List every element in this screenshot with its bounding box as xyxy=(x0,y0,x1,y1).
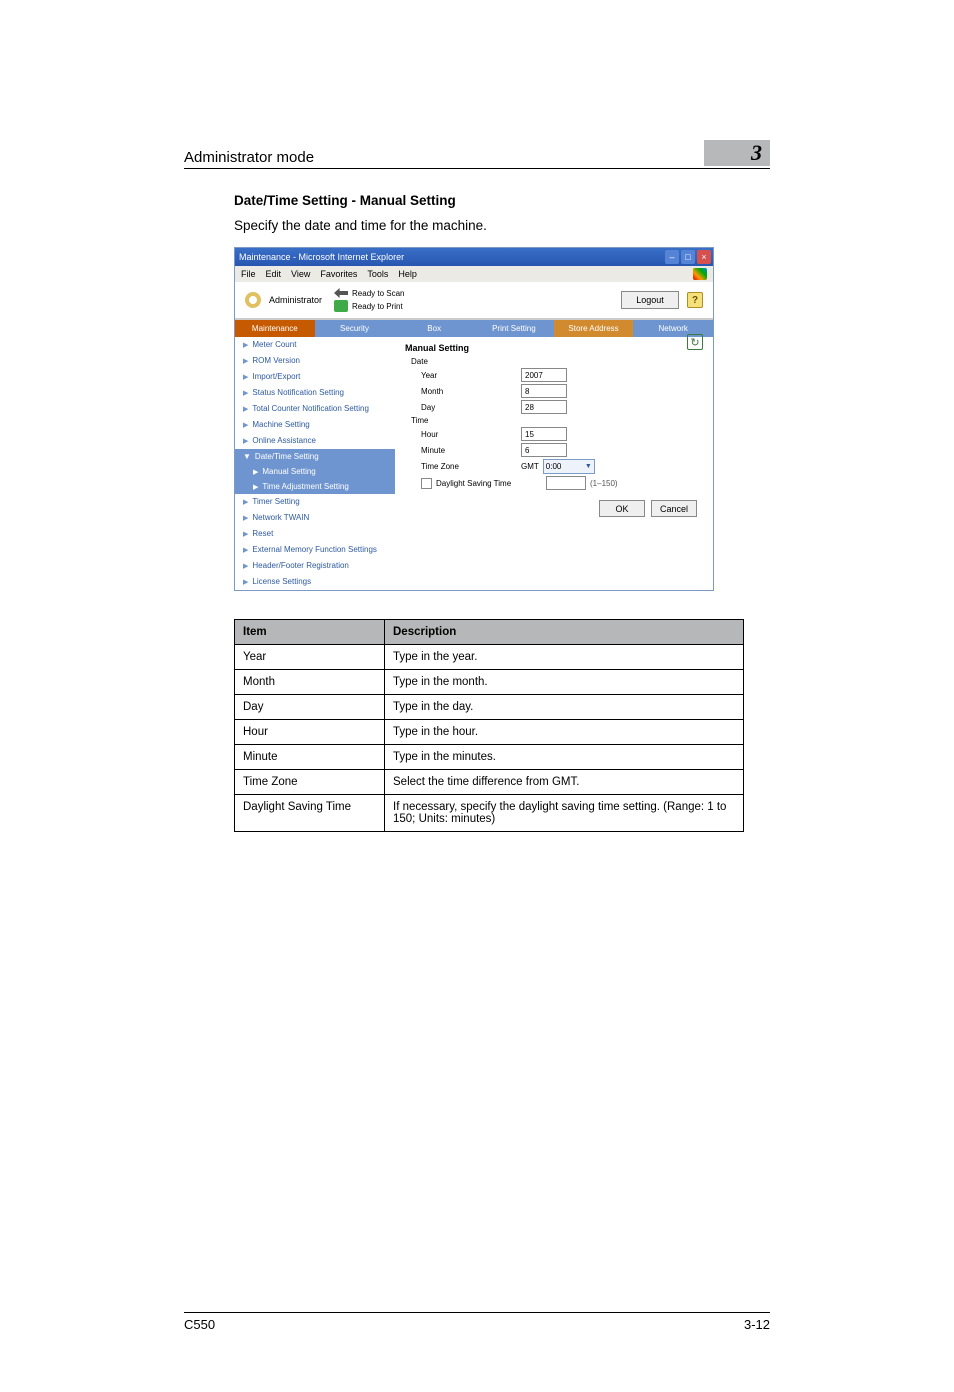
menu-file[interactable]: File xyxy=(241,269,256,279)
status-scan: Ready to Scan xyxy=(352,289,404,298)
menu-edit[interactable]: Edit xyxy=(266,269,282,279)
gmt-prefix: GMT xyxy=(521,462,539,471)
menu-tools[interactable]: Tools xyxy=(367,269,388,279)
dst-input[interactable] xyxy=(546,476,586,490)
table-header-item: Item xyxy=(235,620,385,645)
tab-row: Maintenance Security Box Print Setting S… xyxy=(235,319,713,337)
admin-icon xyxy=(245,292,261,308)
menubar: File Edit View Favorites Tools Help xyxy=(235,266,713,282)
close-icon[interactable]: × xyxy=(697,250,711,264)
dst-label: Daylight Saving Time xyxy=(436,479,546,488)
menu-favorites[interactable]: Favorites xyxy=(320,269,357,279)
hour-label: Hour xyxy=(421,430,521,439)
tab-security[interactable]: Security xyxy=(315,320,395,337)
maximize-icon[interactable]: □ xyxy=(681,250,695,264)
minimize-icon[interactable]: – xyxy=(665,250,679,264)
page-footer: C550 3-12 xyxy=(184,1312,770,1332)
status-print: Ready to Print xyxy=(352,302,403,311)
day-input[interactable]: 28 xyxy=(521,400,567,414)
window-title: Maintenance - Microsoft Internet Explore… xyxy=(239,252,404,262)
page-header: Administrator mode 3 xyxy=(184,140,770,169)
cancel-button[interactable]: Cancel xyxy=(651,500,697,517)
minute-label: Minute xyxy=(421,446,521,455)
sidebar-item-twain[interactable]: ▶Network TWAIN xyxy=(235,510,395,526)
print-icon xyxy=(334,300,348,312)
timezone-label: Time Zone xyxy=(421,462,521,471)
tab-store-address[interactable]: Store Address xyxy=(554,320,634,337)
sidebar: ▶Meter Count ▶ROM Version ▶Import/Export… xyxy=(235,337,395,590)
sidebar-item-reset[interactable]: ▶Reset xyxy=(235,526,395,542)
month-label: Month xyxy=(421,387,521,396)
window-titlebar: Maintenance - Microsoft Internet Explore… xyxy=(235,248,713,266)
table-row: MonthType in the month. xyxy=(235,670,744,695)
ie-flag-icon xyxy=(693,268,707,280)
admin-label: Administrator xyxy=(269,295,322,305)
sidebar-item-meter[interactable]: ▶Meter Count xyxy=(235,337,395,353)
table-row: MinuteType in the minutes. xyxy=(235,745,744,770)
ok-button[interactable]: OK xyxy=(599,500,645,517)
minute-input[interactable]: 6 xyxy=(521,443,567,457)
header-title: Administrator mode xyxy=(184,149,314,166)
status-bar: Administrator Ready to Scan Ready to Pri… xyxy=(235,282,713,319)
dst-checkbox[interactable] xyxy=(421,478,432,489)
sidebar-item-extmem[interactable]: ▶External Memory Function Settings xyxy=(235,542,395,558)
chevron-down-icon: ▼ xyxy=(585,463,592,470)
sidebar-sub-manual[interactable]: ▶Manual Setting xyxy=(235,464,395,479)
tab-box[interactable]: Box xyxy=(394,320,474,337)
time-group-label: Time xyxy=(411,416,703,425)
help-button[interactable]: ? xyxy=(687,292,703,308)
day-label: Day xyxy=(421,403,521,412)
sidebar-item-status-notif[interactable]: ▶Status Notification Setting xyxy=(235,385,395,401)
menu-view[interactable]: View xyxy=(291,269,310,279)
year-label: Year xyxy=(421,371,521,380)
sidebar-item-headerfooter[interactable]: ▶Header/Footer Registration xyxy=(235,558,395,574)
table-row: DayType in the day. xyxy=(235,695,744,720)
chapter-number: 3 xyxy=(704,140,770,166)
footer-model: C550 xyxy=(184,1317,215,1332)
timezone-select[interactable]: 0:00▼ xyxy=(543,459,595,474)
table-row: Daylight Saving TimeIf necessary, specif… xyxy=(235,795,744,832)
sidebar-item-machine[interactable]: ▶Machine Setting xyxy=(235,417,395,433)
logout-button[interactable]: Logout xyxy=(621,291,679,309)
hour-input[interactable]: 15 xyxy=(521,427,567,441)
main-panel: Manual Setting Date Year2007 Month8 Day2… xyxy=(395,337,713,590)
section-title: Date/Time Setting - Manual Setting xyxy=(234,193,770,208)
dst-range: (1–150) xyxy=(590,479,618,488)
scan-icon xyxy=(334,288,348,298)
sidebar-item-counter-notif[interactable]: ▶Total Counter Notification Setting xyxy=(235,401,395,417)
table-header-desc: Description xyxy=(385,620,744,645)
sidebar-item-timer[interactable]: ▶Timer Setting xyxy=(235,494,395,510)
footer-page: 3-12 xyxy=(744,1317,770,1332)
sidebar-item-datetime[interactable]: ▼Date/Time Setting xyxy=(235,449,395,464)
section-body: Specify the date and time for the machin… xyxy=(234,218,770,233)
sidebar-item-import[interactable]: ▶Import/Export xyxy=(235,369,395,385)
tab-print-setting[interactable]: Print Setting xyxy=(474,320,554,337)
screenshot: Maintenance - Microsoft Internet Explore… xyxy=(234,247,714,591)
month-input[interactable]: 8 xyxy=(521,384,567,398)
sidebar-sub-adjust[interactable]: ▶Time Adjustment Setting xyxy=(235,479,395,494)
year-input[interactable]: 2007 xyxy=(521,368,567,382)
menu-help[interactable]: Help xyxy=(398,269,417,279)
sidebar-item-online[interactable]: ▶Online Assistance xyxy=(235,433,395,449)
table-row: YearType in the year. xyxy=(235,645,744,670)
description-table: Item Description YearType in the year. M… xyxy=(234,619,744,832)
sidebar-item-license[interactable]: ▶License Settings xyxy=(235,574,395,590)
tab-maintenance[interactable]: Maintenance xyxy=(235,320,315,337)
sidebar-item-rom[interactable]: ▶ROM Version xyxy=(235,353,395,369)
main-title: Manual Setting xyxy=(405,343,703,353)
table-row: HourType in the hour. xyxy=(235,720,744,745)
table-row: Time ZoneSelect the time difference from… xyxy=(235,770,744,795)
date-group-label: Date xyxy=(411,357,703,366)
